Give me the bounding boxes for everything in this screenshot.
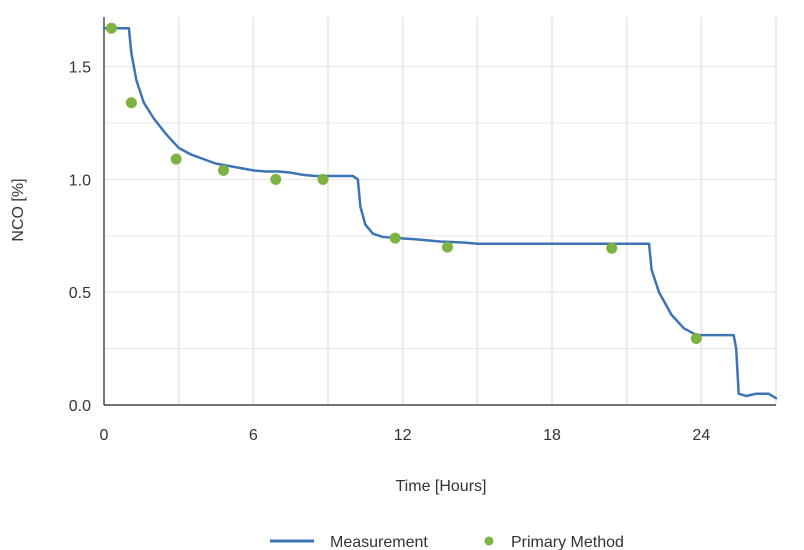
x-tick-label: 24 — [692, 427, 710, 444]
series-layer — [102, 22, 778, 400]
primary-method-point — [217, 164, 229, 176]
grid-lines — [104, 17, 777, 405]
primary-method-point — [270, 173, 282, 185]
tick-labels: 0 6 12 18 24 0.0 0.5 1.0 1.5 — [69, 60, 711, 444]
axes — [103, 17, 776, 406]
primary-method-point — [690, 332, 702, 344]
legend-label-measurement: Measurement — [330, 534, 428, 550]
primary-method-point — [606, 242, 618, 254]
y-tick-label: 1.5 — [69, 60, 91, 77]
y-tick-label: 1.0 — [69, 172, 91, 189]
y-axis-title: NCO [%] — [10, 178, 27, 241]
x-tick-label: 12 — [394, 427, 412, 444]
primary-method-point — [105, 22, 117, 34]
legend-label-primary-method: Primary Method — [511, 534, 624, 550]
legend-swatch-primary-method — [484, 536, 494, 546]
primary-method-point — [389, 232, 401, 244]
x-tick-label: 18 — [543, 427, 561, 444]
x-axis-title: Time [Hours] — [396, 478, 487, 495]
x-tick-label: 6 — [249, 427, 258, 444]
primary-method-point — [441, 241, 453, 253]
primary-method-point — [317, 173, 329, 185]
primary-method-point — [170, 153, 182, 165]
legend: Measurement Primary Method — [270, 534, 624, 550]
y-tick-label: 0.0 — [69, 398, 91, 415]
y-tick-label: 0.5 — [69, 285, 91, 302]
x-tick-label: 0 — [100, 427, 109, 444]
primary-method-point — [125, 97, 137, 109]
measurement-line — [102, 27, 778, 400]
